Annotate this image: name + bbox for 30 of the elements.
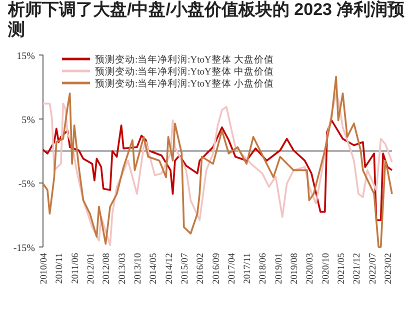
x-tick-label: 2014/12 [164, 252, 175, 284]
y-tick-label: 15% [16, 51, 35, 62]
x-tick-label: 2015/07 [180, 252, 190, 284]
x-tick-label: 2013/10 [133, 252, 144, 284]
x-tick-label: 2012/01 [86, 252, 96, 284]
x-tick-label: 2014/05 [149, 252, 160, 284]
x-tick-label: 2021/05 [337, 252, 348, 284]
x-tick-label: 2019/01 [274, 252, 284, 284]
x-tick-label: 2022/07 [368, 252, 378, 284]
x-tick-label: 2020/10 [321, 252, 332, 284]
x-tick-label: 2010/04 [40, 252, 50, 284]
x-tick-label: 2010/11 [55, 252, 66, 284]
x-tick-label: 2016/09 [212, 252, 222, 284]
x-tick-label: 2011/06 [70, 252, 81, 284]
legend-label: 预测变动:当年净利润:YtoY整体 中盘价值 [95, 66, 274, 78]
x-tick-label: 2021/12 [352, 252, 363, 284]
x-tick-label: 2023/02 [384, 252, 394, 284]
x-tick-label: 2013/03 [118, 252, 128, 284]
x-tick-label: 2012/08 [102, 252, 112, 284]
x-tick-label: 2016/02 [196, 252, 206, 284]
legend-label: 预测变动:当年净利润:YtoY整体 小盘价值 [95, 78, 274, 90]
x-tick-label: 2017/11 [243, 252, 254, 284]
legend-label: 预测变动:当年净利润:YtoY整体 大盘价值 [95, 54, 274, 66]
y-tick-label: -15% [13, 243, 35, 254]
x-tick-label: 2018/06 [258, 252, 269, 284]
x-tick-label: 2020/03 [306, 252, 316, 284]
x-tick-label: 2019/08 [290, 252, 300, 284]
y-tick-label: -5% [18, 179, 35, 190]
y-tick-label: 5% [22, 115, 35, 126]
x-tick-label: 2017/04 [227, 252, 238, 284]
